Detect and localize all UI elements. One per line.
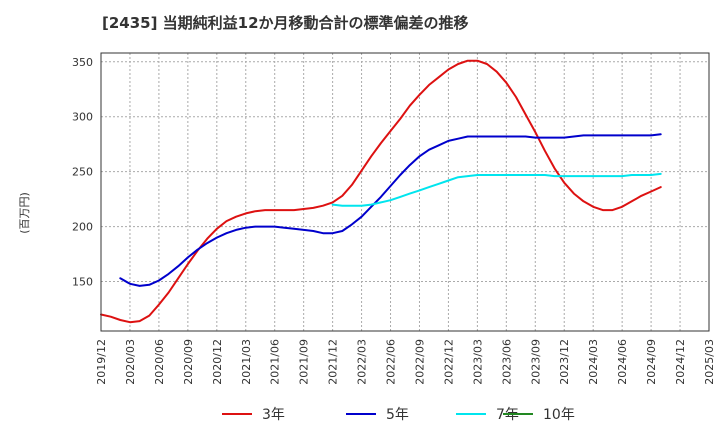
x-tick-label: 2024/12 — [674, 339, 687, 385]
x-tick-label: 2019/12 — [95, 339, 108, 385]
grid — [100, 53, 710, 331]
x-tick-label: 2025/03 — [703, 339, 716, 385]
x-tick-label: 2020/09 — [182, 339, 195, 385]
legend-label: 3年 — [262, 407, 285, 423]
y-tick-label: 250 — [72, 166, 93, 179]
chart-title: [2435] 当期純利益12か月移動合計の標準偏差の推移 — [102, 14, 469, 32]
series-line — [331, 172, 662, 207]
x-tick-label: 2022/03 — [356, 339, 369, 385]
legend-label: 10年 — [543, 407, 575, 423]
plot-frame — [100, 52, 710, 332]
x-tick-label: 2020/03 — [124, 339, 137, 385]
legend-label: 5年 — [386, 407, 409, 423]
legend: 3年5年7年10年 — [222, 407, 575, 423]
y-tick-label: 300 — [72, 111, 93, 124]
x-tick-labels: 2019/12 2020/03 2020/06 2020/09 2020/12 2021/… — [95, 339, 716, 385]
x-tick-label: 2024/03 — [587, 339, 600, 385]
y-tick-label: 350 — [72, 56, 93, 69]
x-tick-label: 2023/03 — [471, 339, 484, 385]
x-tick-label: 2024/06 — [616, 339, 629, 385]
y-tick-label: 200 — [72, 221, 93, 234]
x-tick-label: 2024/09 — [645, 339, 658, 385]
y-tick-labels: 150 200 250 300 350 — [72, 56, 93, 289]
x-tick-label: 2023/12 — [558, 339, 571, 385]
series-lines — [100, 59, 662, 324]
x-tick-label: 2020/12 — [211, 339, 224, 385]
y-tick-label: 150 — [72, 276, 93, 289]
series-line — [119, 133, 662, 287]
x-tick-label: 2022/06 — [385, 339, 398, 385]
x-tick-label: 2021/12 — [327, 339, 340, 385]
x-tick-label: 2022/12 — [442, 339, 455, 385]
x-tick-label: 2021/09 — [298, 339, 311, 385]
x-tick-label: 2021/03 — [240, 339, 253, 385]
series-line — [100, 59, 662, 324]
x-tick-label: 2022/09 — [413, 339, 426, 385]
x-tick-label: 2020/06 — [153, 339, 166, 385]
x-tick-label: 2023/06 — [500, 339, 513, 385]
x-tick-label: 2021/06 — [269, 339, 282, 385]
x-tick-label: 2023/09 — [529, 339, 542, 385]
